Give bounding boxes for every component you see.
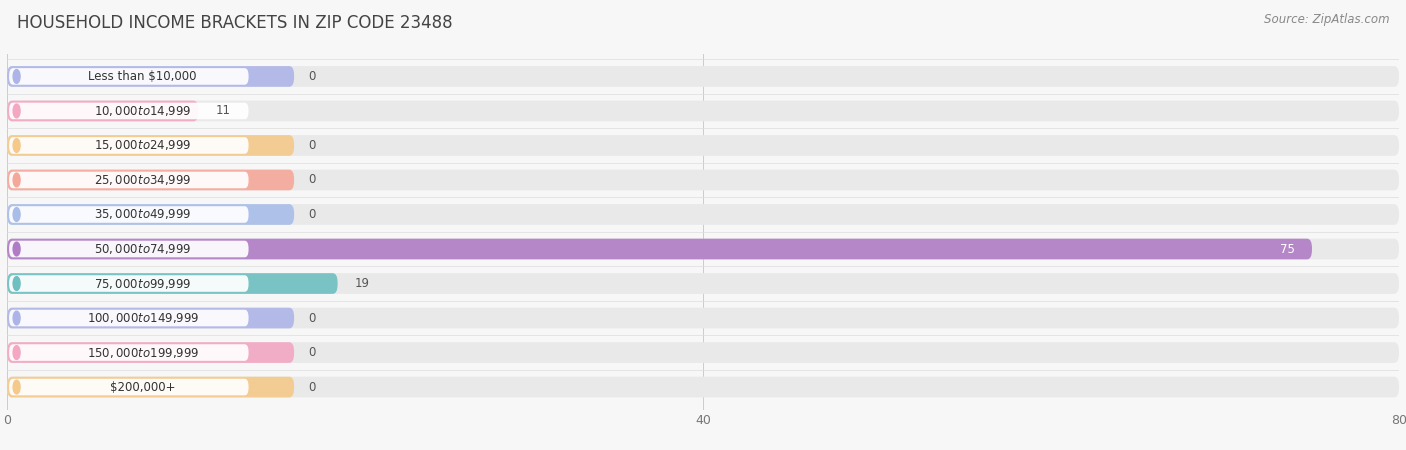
- FancyBboxPatch shape: [8, 206, 249, 223]
- FancyBboxPatch shape: [7, 66, 294, 87]
- FancyBboxPatch shape: [8, 103, 249, 119]
- Circle shape: [13, 346, 20, 360]
- FancyBboxPatch shape: [7, 342, 1399, 363]
- Text: HOUSEHOLD INCOME BRACKETS IN ZIP CODE 23488: HOUSEHOLD INCOME BRACKETS IN ZIP CODE 23…: [17, 14, 453, 32]
- FancyBboxPatch shape: [7, 273, 337, 294]
- FancyBboxPatch shape: [8, 379, 249, 396]
- Circle shape: [13, 242, 20, 256]
- FancyBboxPatch shape: [7, 238, 1312, 259]
- FancyBboxPatch shape: [7, 204, 294, 225]
- Text: $200,000+: $200,000+: [110, 381, 176, 394]
- Text: 0: 0: [308, 174, 315, 186]
- Text: $10,000 to $14,999: $10,000 to $14,999: [94, 104, 191, 118]
- FancyBboxPatch shape: [7, 308, 1399, 328]
- FancyBboxPatch shape: [7, 238, 1399, 259]
- Text: $35,000 to $49,999: $35,000 to $49,999: [94, 207, 191, 221]
- FancyBboxPatch shape: [8, 241, 249, 257]
- Circle shape: [13, 104, 20, 118]
- FancyBboxPatch shape: [7, 308, 294, 328]
- Circle shape: [13, 139, 20, 153]
- Text: 0: 0: [308, 208, 315, 221]
- Circle shape: [13, 380, 20, 394]
- Circle shape: [13, 207, 20, 221]
- Text: 0: 0: [308, 70, 315, 83]
- FancyBboxPatch shape: [7, 377, 1399, 397]
- FancyBboxPatch shape: [7, 101, 198, 122]
- Text: $25,000 to $34,999: $25,000 to $34,999: [94, 173, 191, 187]
- Text: 0: 0: [308, 346, 315, 359]
- FancyBboxPatch shape: [7, 170, 294, 190]
- FancyBboxPatch shape: [7, 342, 294, 363]
- Circle shape: [13, 311, 20, 325]
- Circle shape: [13, 70, 20, 83]
- Text: $50,000 to $74,999: $50,000 to $74,999: [94, 242, 191, 256]
- Text: Source: ZipAtlas.com: Source: ZipAtlas.com: [1264, 14, 1389, 27]
- Text: $15,000 to $24,999: $15,000 to $24,999: [94, 139, 191, 153]
- FancyBboxPatch shape: [8, 275, 249, 292]
- Circle shape: [13, 277, 20, 290]
- Text: $150,000 to $199,999: $150,000 to $199,999: [87, 346, 200, 360]
- FancyBboxPatch shape: [8, 344, 249, 361]
- Circle shape: [13, 173, 20, 187]
- Text: $100,000 to $149,999: $100,000 to $149,999: [87, 311, 200, 325]
- Text: 11: 11: [217, 104, 231, 117]
- FancyBboxPatch shape: [8, 137, 249, 154]
- FancyBboxPatch shape: [7, 170, 1399, 190]
- Text: Less than $10,000: Less than $10,000: [89, 70, 197, 83]
- FancyBboxPatch shape: [7, 66, 1399, 87]
- FancyBboxPatch shape: [7, 135, 294, 156]
- Text: 75: 75: [1279, 243, 1295, 256]
- FancyBboxPatch shape: [8, 310, 249, 326]
- FancyBboxPatch shape: [7, 101, 1399, 122]
- FancyBboxPatch shape: [8, 172, 249, 188]
- Text: 0: 0: [308, 381, 315, 394]
- Text: $75,000 to $99,999: $75,000 to $99,999: [94, 276, 191, 291]
- FancyBboxPatch shape: [7, 273, 1399, 294]
- FancyBboxPatch shape: [8, 68, 249, 85]
- Text: 0: 0: [308, 139, 315, 152]
- FancyBboxPatch shape: [7, 204, 1399, 225]
- Text: 19: 19: [354, 277, 370, 290]
- Text: 0: 0: [308, 311, 315, 324]
- FancyBboxPatch shape: [7, 377, 294, 397]
- FancyBboxPatch shape: [7, 135, 1399, 156]
